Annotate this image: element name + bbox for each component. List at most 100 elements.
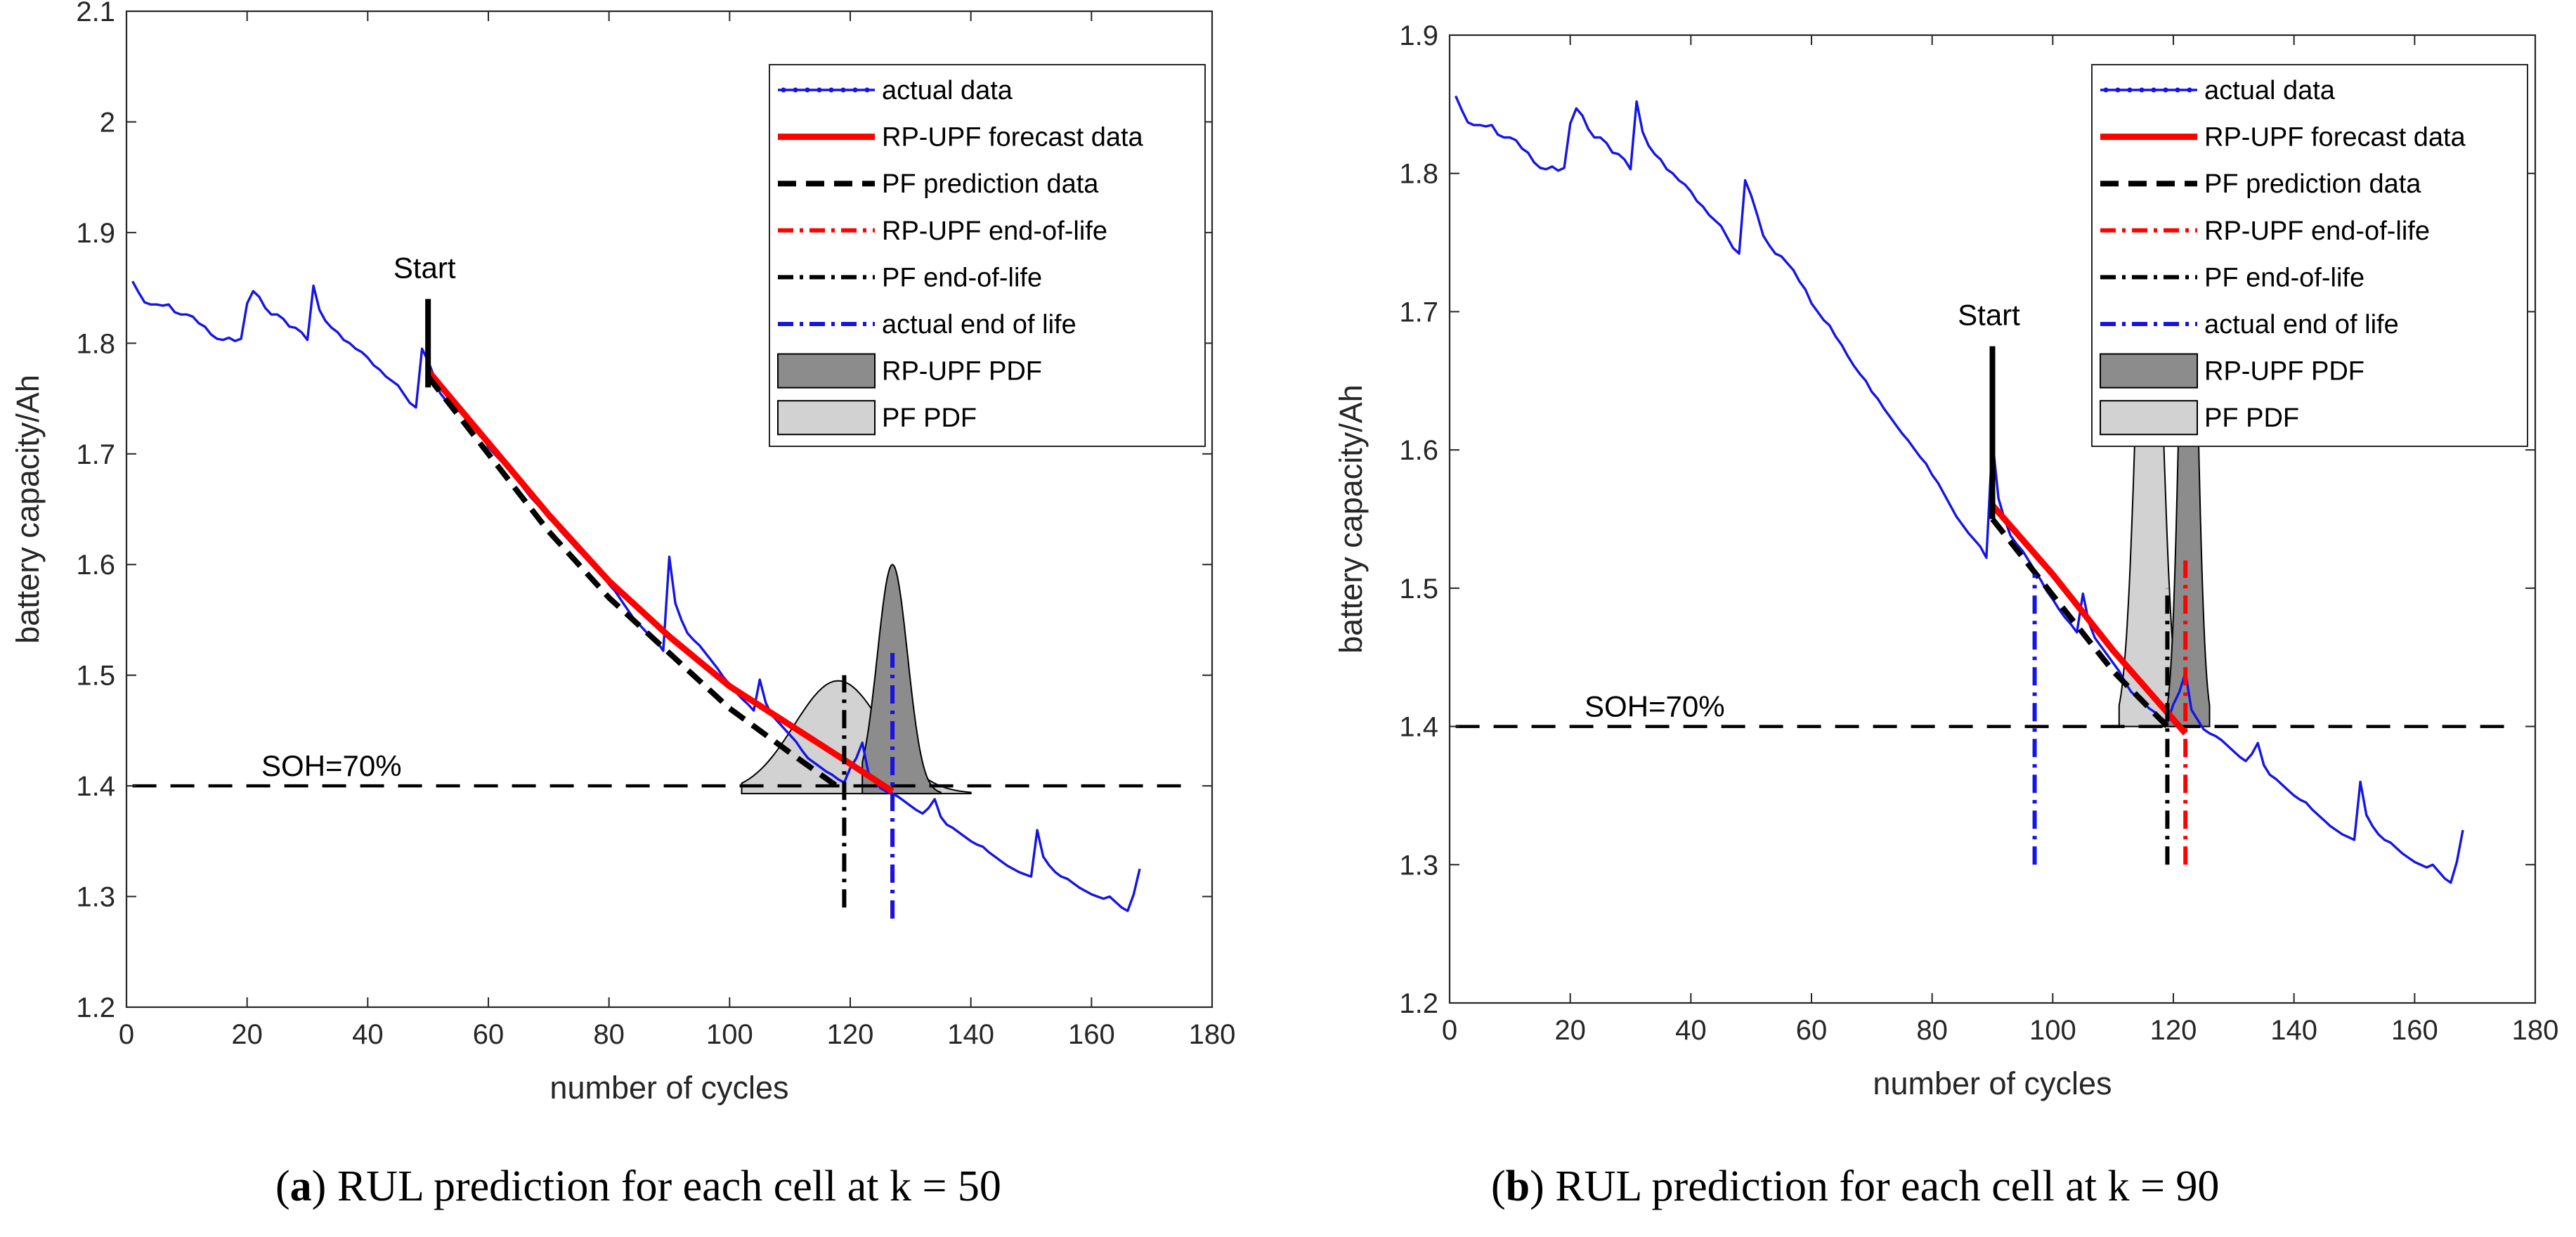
legend-box-b <box>2091 64 2528 447</box>
rp-upf-pdf-a <box>861 563 942 795</box>
legend-label-4: PF end-of-life <box>2204 263 2364 292</box>
y-tick-label: 1.3 <box>1399 850 1438 881</box>
x-tick-label: 180 <box>1189 1019 1236 1050</box>
y-tick-label: 1.5 <box>76 661 115 692</box>
axes-layer-b: 0 20 40 60 80 100 120 140 160 180 1.2 1.3 1.4 1.5 1.6 1… <box>1333 20 2558 1101</box>
legend-label-0: actual data <box>882 76 1013 105</box>
x-axis-label: number of cycles <box>1873 1066 2112 1101</box>
legend-label-5: actual end of life <box>882 310 1076 339</box>
legend-label-2: PF prediction data <box>2204 169 2421 199</box>
legend-swatch-0-dot <box>2163 87 2168 93</box>
start-label-a: Start <box>393 251 456 284</box>
legend-label-1: RP-UPF forecast data <box>2204 123 2466 153</box>
start-label-b: Start <box>1958 299 2020 332</box>
legend-swatch-0-dot <box>817 87 822 93</box>
lines-layer-b: Start SOH=70% <box>1455 95 2518 884</box>
legend-swatch-0-dot <box>805 87 810 93</box>
x-tick-label: 120 <box>827 1019 874 1050</box>
caption-a: (a) RUL prediction for each cell at k = … <box>275 1162 1001 1210</box>
axes-layer-a: 0 20 40 60 80 100 120 140 160 180 1.2 1.3 1.4 1.5 1.6 1… <box>10 0 1235 1106</box>
legend-box-a <box>769 64 1206 447</box>
rp-upf-forecast-line-b <box>1990 503 2188 736</box>
legend-swatch-0-dot <box>840 87 846 93</box>
x-tick-label: 0 <box>119 1019 134 1050</box>
legend-label-4: PF end-of-life <box>882 263 1042 292</box>
y-tick-label: 2.1 <box>76 0 115 27</box>
pf-pdf-a <box>741 680 972 795</box>
x-tick-label: 120 <box>2150 1015 2197 1046</box>
legend-label-3: RP-UPF end-of-life <box>882 216 1107 246</box>
actual-data-line-b <box>1455 95 2464 884</box>
y-tick-label: 1.8 <box>1399 159 1438 190</box>
x-tick-label: 60 <box>1796 1015 1828 1046</box>
legend-label-1: RP-UPF forecast data <box>882 123 1144 153</box>
x-tick-label: 0 <box>1442 1015 1457 1046</box>
legend-label-2: PF prediction data <box>882 169 1099 199</box>
x-tick-label: 160 <box>1068 1019 1115 1050</box>
y-tick-label: 1.6 <box>1399 435 1438 466</box>
pf-prediction-line-a <box>426 375 846 794</box>
y-tick-label: 1.2 <box>1399 988 1438 1019</box>
y-tick-label: 2 <box>100 107 115 138</box>
y-axis-label: battery capacity/Ah <box>10 375 46 644</box>
y-tick-label: 1.3 <box>76 882 115 913</box>
x-tick-label: 80 <box>593 1019 625 1050</box>
legend-swatch-0-dot <box>2139 87 2145 93</box>
x-tick-label: 20 <box>231 1019 263 1050</box>
soh-label-a: SOH=70% <box>261 749 402 782</box>
y-tick-label: 1.5 <box>1399 574 1438 604</box>
y-tick-label: 1.8 <box>76 328 115 359</box>
y-tick-label: 1.2 <box>76 992 115 1023</box>
legend-swatch-6 <box>2100 353 2198 389</box>
x-tick-label: 160 <box>2391 1015 2438 1046</box>
legend-label-0: actual data <box>2204 76 2336 105</box>
legend-b: actual data RP-UPF forecast data PF predic… <box>2091 64 2528 447</box>
legend-label-7: PF PDF <box>882 403 977 433</box>
y-tick-label: 1.7 <box>1399 297 1438 328</box>
y-tick-label: 1.7 <box>76 439 115 470</box>
legend-swatch-7 <box>777 400 876 436</box>
x-tick-label: 100 <box>2029 1015 2076 1046</box>
legend-label-7: PF PDF <box>2204 403 2299 433</box>
x-axis-label: number of cycles <box>549 1070 788 1106</box>
y-tick-label: 1.6 <box>76 550 115 581</box>
legend-label-5: actual end of life <box>2204 310 2399 339</box>
legend-swatch-0-dot <box>2103 87 2109 93</box>
y-axis-label: battery capacity/Ah <box>1333 384 1369 654</box>
lines-layer-a: Start SOH=70% <box>131 251 1195 919</box>
legend-a: actual data RP-UPF forecast data PF predic… <box>769 64 1206 447</box>
legend-swatch-0-dot <box>2115 87 2121 93</box>
legend-swatch-0-dot <box>2187 87 2192 93</box>
legend-label-6: RP-UPF PDF <box>2204 357 2364 387</box>
axes-box-b <box>1448 34 2537 1004</box>
x-tick-label: 80 <box>1916 1015 1948 1046</box>
y-tick-label: 1.9 <box>76 218 115 249</box>
pdf-layer-a <box>741 563 972 795</box>
x-tick-label: 180 <box>2512 1015 2559 1046</box>
y-tick-label: 1.4 <box>76 771 115 802</box>
x-tick-label: 20 <box>1554 1015 1586 1046</box>
legend-swatch-0-dot <box>793 87 798 93</box>
rp-upf-forecast-line-a <box>425 368 895 794</box>
x-tick-label: 140 <box>2270 1015 2317 1046</box>
legend-label-3: RP-UPF end-of-life <box>2204 216 2430 246</box>
x-tick-label: 100 <box>706 1019 753 1050</box>
legend-label-6: RP-UPF PDF <box>882 357 1042 387</box>
x-tick-label: 40 <box>352 1019 384 1050</box>
legend-swatch-0-dot <box>2175 87 2180 93</box>
panel-b: Start SOH=70% 0 20 40 60 80 100 120 140 160 180 1.2… <box>1333 20 2558 1101</box>
legend-swatch-0-dot <box>2151 87 2157 93</box>
legend-swatch-7 <box>2100 400 2198 436</box>
y-tick-label: 1.4 <box>1399 712 1438 743</box>
legend-swatch-0-dot <box>864 87 870 93</box>
y-tick-label: 1.9 <box>1399 20 1438 51</box>
caption-b: (b) RUL prediction for each cell at k = … <box>1491 1162 2219 1210</box>
legend-swatch-0-dot <box>2127 87 2133 93</box>
legend-swatch-0-dot <box>781 87 786 93</box>
x-tick-label: 40 <box>1675 1015 1707 1046</box>
legend-swatch-6 <box>777 353 876 389</box>
axes-box-a <box>125 10 1214 1009</box>
x-tick-label: 60 <box>473 1019 505 1050</box>
panel-a: Start SOH=70% 0 20 40 60 80 100 120 140 160 180 1.2… <box>10 0 1235 1106</box>
